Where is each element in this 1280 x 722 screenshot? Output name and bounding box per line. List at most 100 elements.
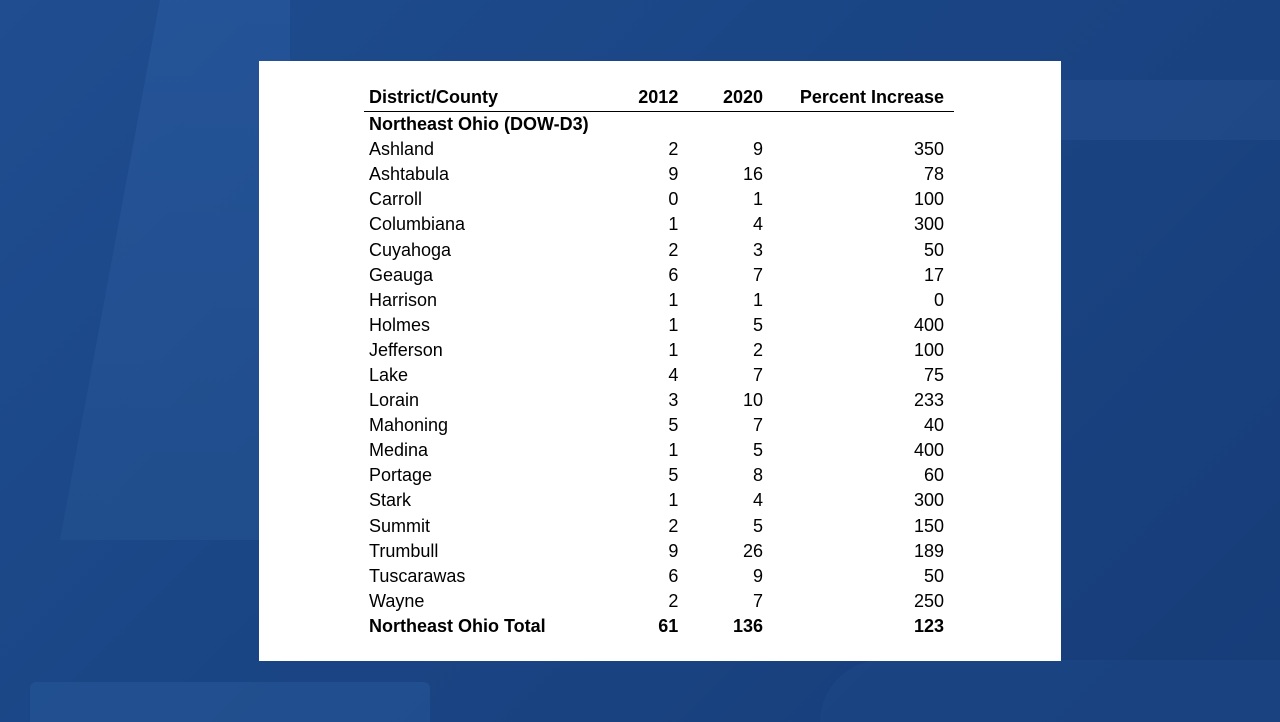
- cell-2012: 1: [668, 339, 679, 360]
- cell-2020: 26: [743, 540, 764, 561]
- cell-2012: 2: [668, 515, 679, 536]
- cell-2012: 2: [668, 139, 679, 160]
- cell-2012: 5: [668, 465, 679, 486]
- cell-county: Portage: [369, 465, 433, 486]
- cell-county: Jefferson: [369, 339, 443, 360]
- table-row: Lake 4 7 75: [364, 363, 954, 388]
- table-row: Portage 5 8 60: [364, 463, 954, 488]
- cell-county: Columbiana: [369, 214, 466, 235]
- background-band-right: [1060, 80, 1280, 140]
- cell-percent-increase: 60: [923, 465, 944, 486]
- table-row: Mahoning 5 7 40: [364, 413, 954, 438]
- table-row: Jefferson 1 2 100: [364, 338, 954, 363]
- table-row: Cuyahoga 2 3 50: [364, 237, 954, 262]
- cell-percent-increase: 78: [923, 164, 944, 185]
- cell-2012: 9: [668, 540, 679, 561]
- cell-percent-increase: 400: [913, 314, 944, 335]
- table-row: Lorain 3 10 233: [364, 388, 954, 413]
- cell-2020: 1: [753, 189, 764, 210]
- background-panel-left: [60, 0, 290, 540]
- cell-percent-increase: 350: [913, 139, 944, 160]
- cell-2020: 9: [753, 565, 764, 586]
- table-row: Holmes 1 5 400: [364, 313, 954, 338]
- total-row: Northeast Ohio Total 61 136 123: [364, 614, 954, 639]
- cell-2012: 6: [668, 264, 679, 285]
- cell-county: Ashtabula: [369, 164, 450, 185]
- cell-2020: 1: [753, 289, 764, 310]
- cell-county: Stark: [369, 490, 412, 511]
- cell-county: Carroll: [369, 189, 423, 210]
- cell-2020: 3: [753, 239, 764, 260]
- cell-2020: 7: [753, 264, 764, 285]
- cell-percent-increase: 400: [913, 440, 944, 461]
- cell-2020: 8: [753, 465, 764, 486]
- table-row: Tuscarawas 6 9 50: [364, 564, 954, 589]
- cell-percent-increase: 75: [923, 364, 944, 385]
- table-row: Ashland 2 9 350: [364, 137, 954, 162]
- cell-2012: 1: [668, 490, 679, 511]
- cell-percent-increase: 233: [913, 390, 944, 411]
- header-row: District/County 2012 2020 Percent Increa…: [364, 83, 954, 112]
- cell-percent-increase: 100: [913, 189, 944, 210]
- total-2012: 61: [658, 615, 679, 636]
- cell-2012: 1: [668, 214, 679, 235]
- cell-county: Tuscarawas: [369, 565, 466, 586]
- cell-county: Ashland: [369, 139, 435, 160]
- cell-percent-increase: 40: [923, 415, 944, 436]
- cell-percent-increase: 189: [913, 540, 944, 561]
- cell-2020: 16: [743, 164, 764, 185]
- cell-2012: 1: [668, 289, 679, 310]
- header-percent-increase: Percent Increase: [763, 83, 954, 112]
- cell-county: Holmes: [369, 314, 431, 335]
- table-row: Wayne 2 7 250: [364, 589, 954, 614]
- cell-2020: 5: [753, 314, 764, 335]
- table-row: Harrison 1 1 0: [364, 288, 954, 313]
- cell-2020: 10: [743, 390, 764, 411]
- section-row: Northeast Ohio (DOW-D3): [364, 112, 954, 138]
- table-row: Medina 1 5 400: [364, 438, 954, 463]
- table-row: Carroll 0 1 100: [364, 187, 954, 212]
- county-table: District/County 2012 2020 Percent Increa…: [364, 83, 954, 639]
- table-row: Stark 1 4 300: [364, 488, 954, 513]
- cell-percent-increase: 100: [913, 339, 944, 360]
- cell-county: Mahoning: [369, 415, 449, 436]
- cell-2012: 9: [668, 164, 679, 185]
- cell-2020: 5: [753, 515, 764, 536]
- cell-county: Wayne: [369, 590, 425, 611]
- total-label: Northeast Ohio Total: [369, 615, 546, 636]
- table-row: Columbiana 1 4 300: [364, 212, 954, 237]
- cell-2020: 4: [753, 490, 764, 511]
- cell-2012: 1: [668, 314, 679, 335]
- total-percent-increase: 123: [913, 615, 944, 636]
- cell-county: Cuyahoga: [369, 239, 452, 260]
- cell-percent-increase: 300: [913, 214, 944, 235]
- cell-2012: 2: [668, 239, 679, 260]
- cell-2020: 7: [753, 590, 764, 611]
- cell-county: Geauga: [369, 264, 434, 285]
- cell-2020: 5: [753, 440, 764, 461]
- cell-percent-increase: 17: [923, 264, 944, 285]
- table-row: Summit 2 5 150: [364, 514, 954, 539]
- cell-percent-increase: 0: [933, 289, 944, 310]
- cell-county: Trumbull: [369, 540, 439, 561]
- cell-2012: 6: [668, 565, 679, 586]
- background-bar-bottom: [30, 682, 430, 722]
- cell-percent-increase: 50: [923, 239, 944, 260]
- header-2012: 2012: [616, 83, 679, 112]
- header-county: District/County: [364, 83, 617, 112]
- cell-percent-increase: 300: [913, 490, 944, 511]
- document-card: District/County 2012 2020 Percent Increa…: [259, 61, 1061, 661]
- total-2020: 136: [732, 615, 764, 636]
- cell-county: Medina: [369, 440, 429, 461]
- header-2020: 2020: [678, 83, 764, 112]
- cell-county: Harrison: [369, 289, 438, 310]
- cell-2020: 7: [753, 364, 764, 385]
- cell-2020: 9: [753, 139, 764, 160]
- table-row: Trumbull 9 26 189: [364, 539, 954, 564]
- cell-percent-increase: 150: [913, 515, 944, 536]
- cell-2012: 3: [668, 390, 679, 411]
- table-row: Ashtabula 9 16 78: [364, 162, 954, 187]
- table-row: Geauga 6 7 17: [364, 263, 954, 288]
- cell-2012: 2: [668, 590, 679, 611]
- cell-percent-increase: 250: [913, 590, 944, 611]
